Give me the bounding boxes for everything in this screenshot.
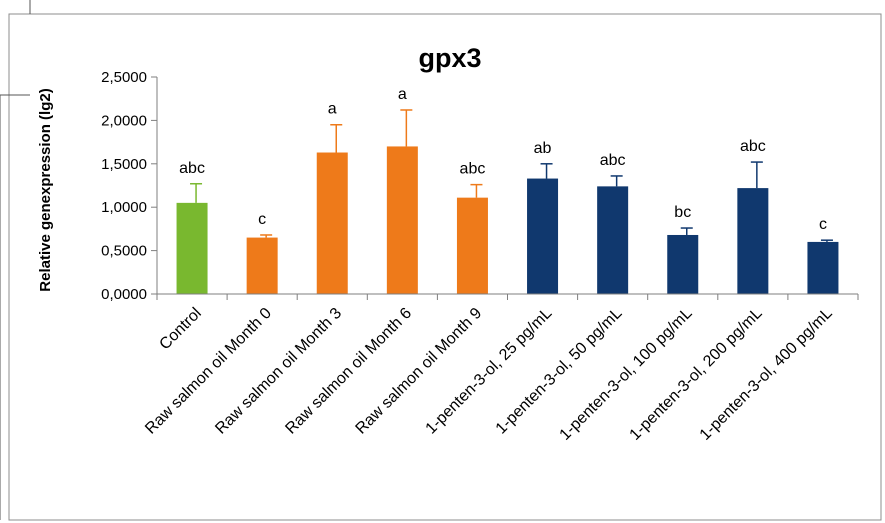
y-axis-label: Relative genexpression (lg2) <box>37 88 54 291</box>
x-tick-label: 1-penten-3-ol, 400 pg/mL <box>697 305 836 444</box>
bar <box>597 186 629 294</box>
y-tick-label: 1,5000 <box>101 156 147 173</box>
x-tick-label: 1-penten-3-ol, 200 pg/mL <box>627 305 766 444</box>
significance-letter: a <box>328 101 337 118</box>
significance-letter: abc <box>740 138 766 155</box>
x-tick-label: Raw salmon oil Month 6 <box>282 305 415 438</box>
y-tick-label: 1,0000 <box>101 199 147 216</box>
bar <box>737 188 769 294</box>
significance-letter: c <box>819 216 827 233</box>
bars-group <box>176 146 839 294</box>
x-tick-label: Raw salmon oil Month 3 <box>212 305 345 438</box>
y-tick-label: 0,5000 <box>101 243 147 260</box>
significance-letter: ab <box>534 140 552 157</box>
bar <box>667 234 699 294</box>
bar <box>316 152 348 294</box>
y-axis: 0,0000 0,5000 1,0000 1,5000 2,0000 2,5000 <box>101 69 158 303</box>
x-axis <box>156 293 859 300</box>
significance-letters-group: abc c a a abc ab abc bc abc c <box>179 86 827 233</box>
error-bars-group <box>190 109 833 242</box>
x-tick-label: Raw salmon oil Month 9 <box>353 305 486 438</box>
significance-letter: c <box>258 211 266 228</box>
bar <box>456 197 488 294</box>
y-tick-label: 0,0000 <box>101 286 147 303</box>
significance-letter: abc <box>179 160 205 177</box>
chart-border <box>8 13 882 521</box>
x-tick-label: 1-penten-3-ol, 50 pg/mL <box>493 305 626 438</box>
significance-letter: a <box>398 86 407 103</box>
x-tick-label: Raw salmon oil Month 0 <box>142 305 275 438</box>
y-tick-label: 2,0000 <box>101 112 147 129</box>
bar <box>176 202 208 294</box>
significance-letter: abc <box>460 161 486 178</box>
significance-letter: abc <box>600 152 626 169</box>
bar <box>527 178 559 294</box>
x-tick-label: 1-penten-3-ol, 25 pg/mL <box>423 305 556 438</box>
bar <box>807 241 839 294</box>
bar <box>246 237 278 294</box>
x-tick-label: Control <box>156 305 204 353</box>
significance-letter: bc <box>674 204 691 221</box>
chart-title: gpx3 <box>418 43 481 73</box>
y-tick-label: 2,5000 <box>101 69 147 86</box>
x-tick-label: 1-penten-3-ol, 100 pg/mL <box>557 305 696 444</box>
bar <box>386 146 418 294</box>
